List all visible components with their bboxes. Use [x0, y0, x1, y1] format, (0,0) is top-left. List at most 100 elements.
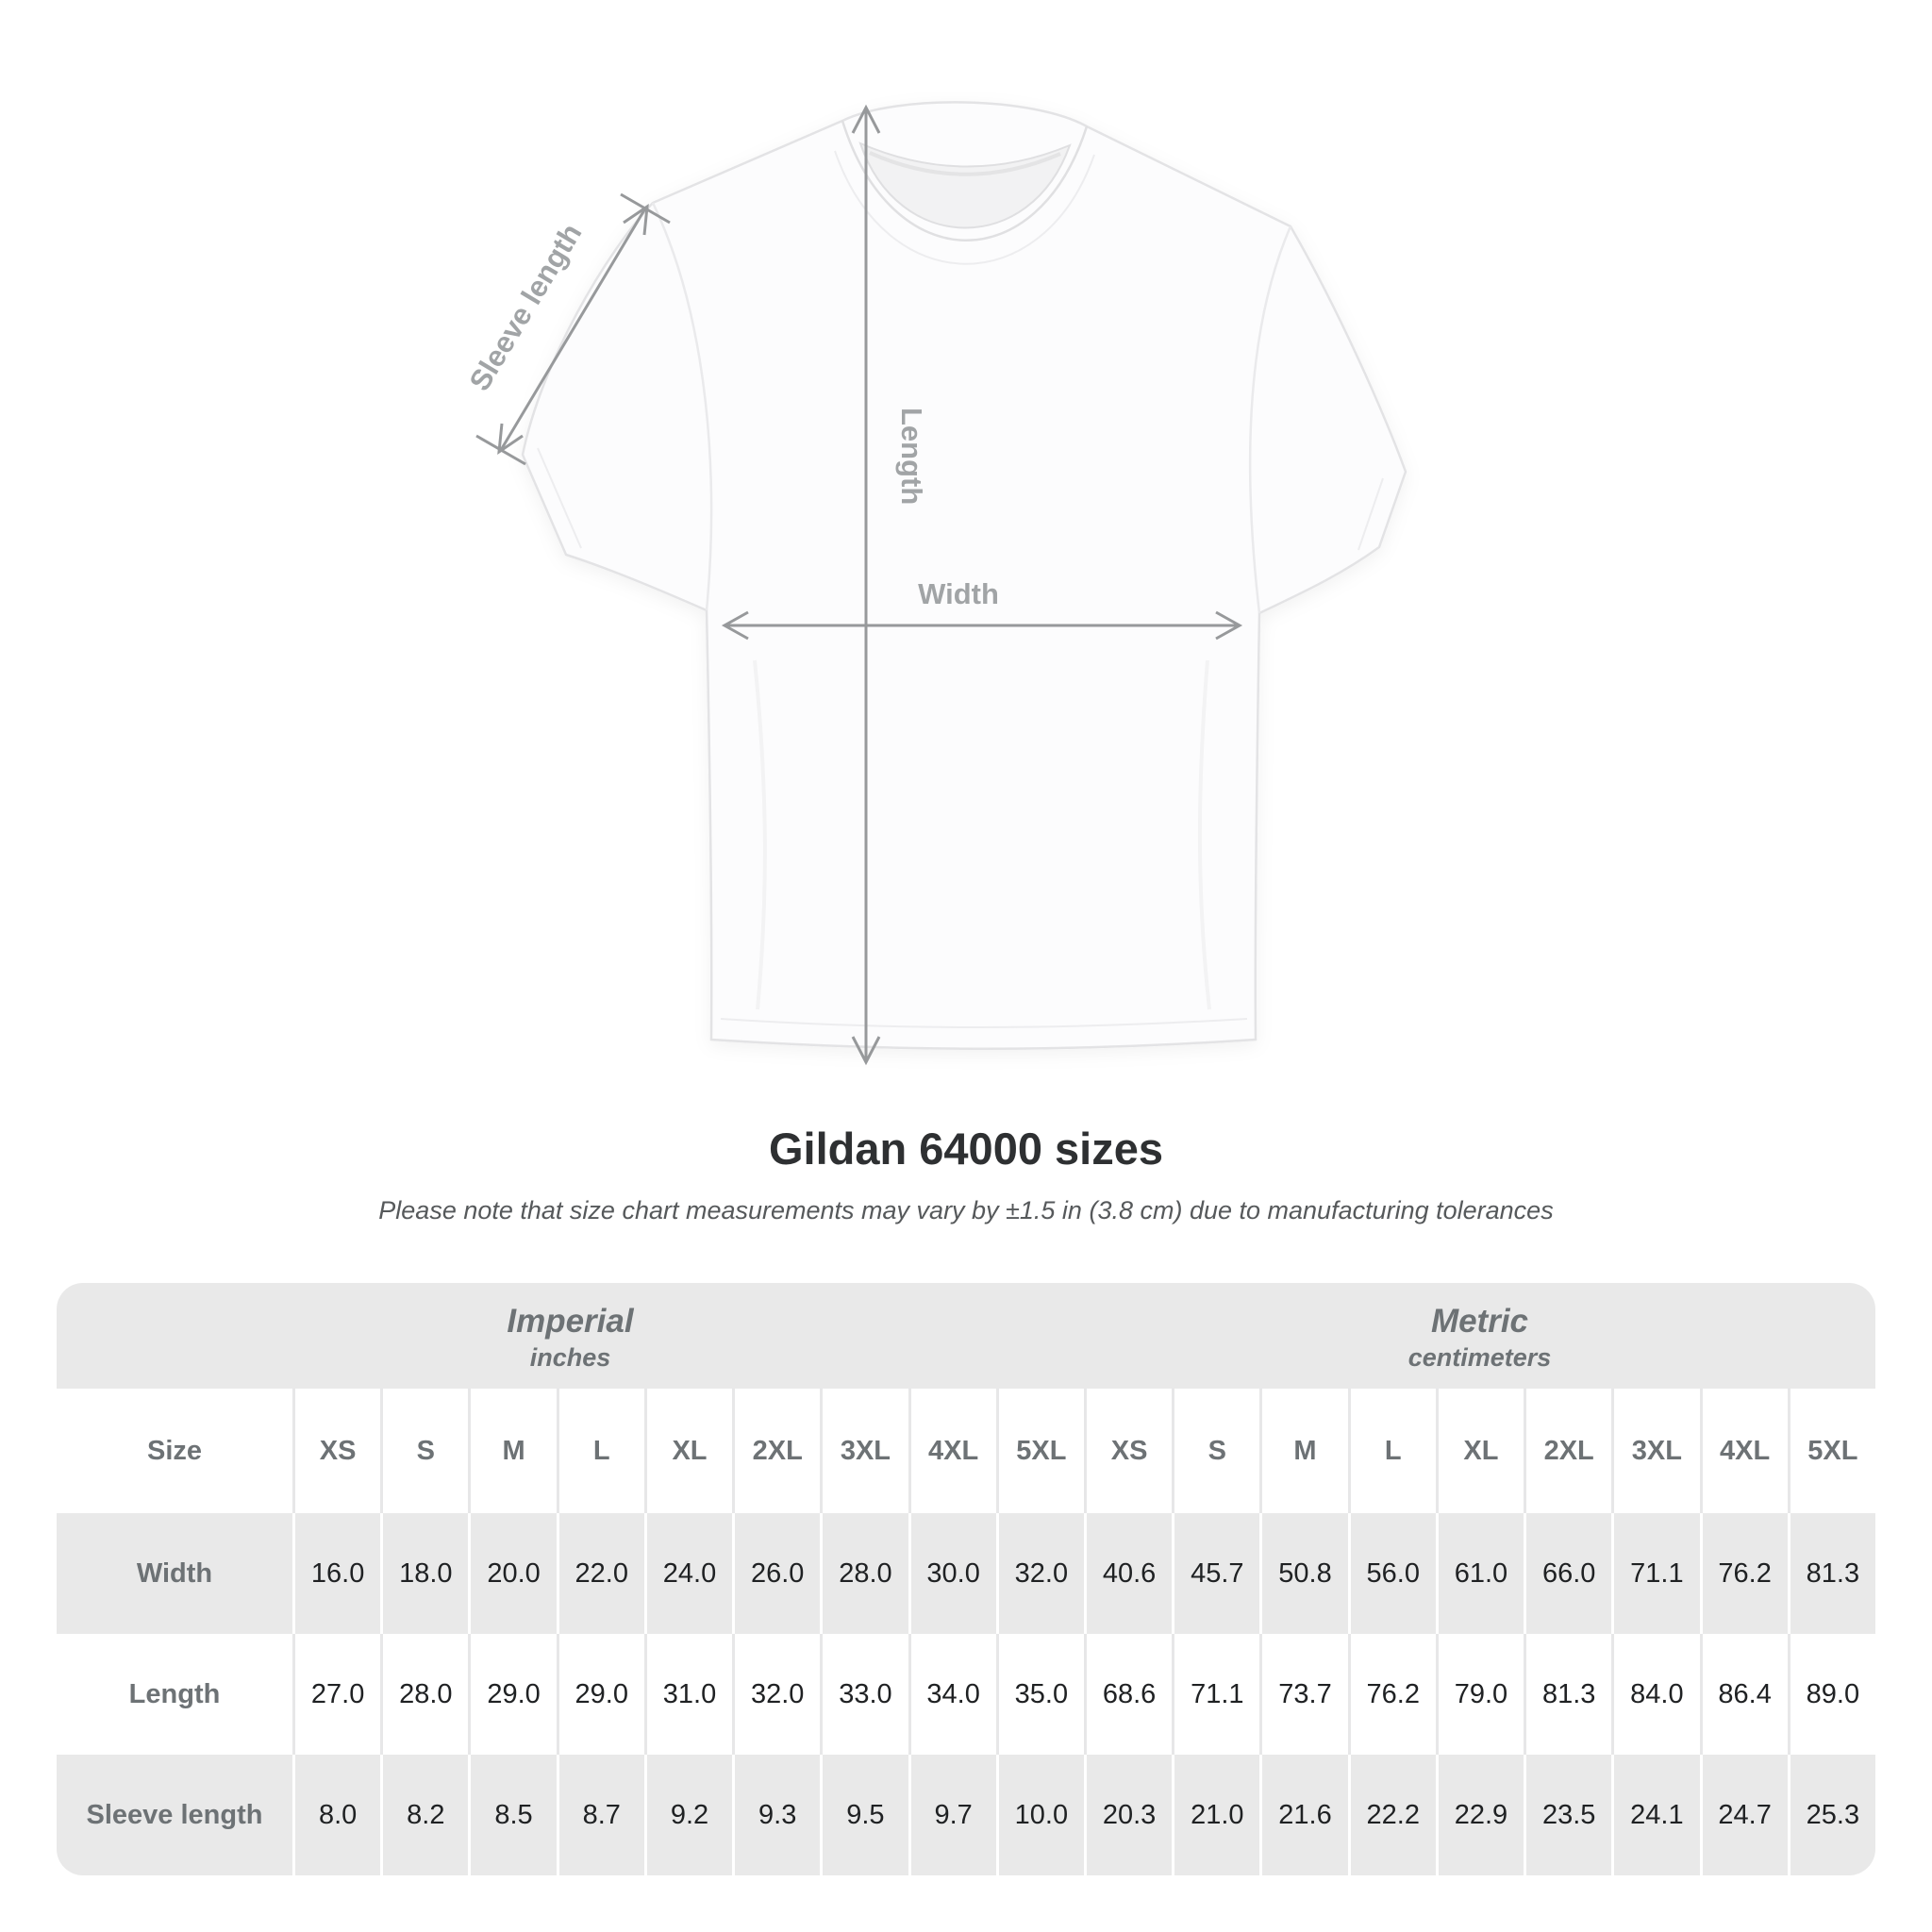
size-corner-label: Size: [57, 1389, 292, 1513]
imperial-unit-label: inches: [529, 1343, 611, 1373]
arrow-up-icon: [851, 104, 881, 134]
measurement-value: 8.5: [468, 1755, 557, 1875]
width-label: Width: [918, 577, 999, 610]
measurement-value: 18.0: [380, 1513, 469, 1634]
right-armhole-seam: [1248, 225, 1292, 614]
sleeve-dimension-line: [475, 192, 671, 466]
measurement-value: 24.0: [643, 1513, 733, 1634]
measurement-value: 68.6: [1083, 1634, 1173, 1755]
measurement-value: 9.3: [732, 1755, 821, 1875]
measurement-value: 34.0: [908, 1634, 996, 1755]
imperial-label: Imperial: [507, 1302, 634, 1340]
tshirt-diagram: Sleeve length Length Width: [463, 101, 1407, 1066]
metric-unit-label: centimeters: [1407, 1343, 1552, 1373]
measurement-row: Width 16.0 18.0 20.0 22.0 24.0 26.0 28.0 30.0 32.…: [57, 1513, 1875, 1634]
measurement-value: 45.7: [1172, 1513, 1260, 1634]
measurement-value: 28.0: [380, 1634, 469, 1755]
measurement-value: 71.1: [1611, 1513, 1700, 1634]
measurement-value: 50.8: [1259, 1513, 1348, 1634]
measurement-value: 79.0: [1435, 1634, 1524, 1755]
measurement-value: 66.0: [1524, 1513, 1612, 1634]
hem-stitch: [720, 1018, 1248, 1028]
measurement-row: Length 27.0 28.0 29.0 29.0 31.0 32.0 33.0 34.0 35…: [57, 1634, 1875, 1755]
measurement-value: 86.4: [1699, 1634, 1788, 1755]
measurement-value: 21.6: [1259, 1755, 1348, 1875]
measurement-value: 24.1: [1611, 1755, 1700, 1875]
left-armhole-seam: [651, 202, 713, 611]
size-col-header: 4XL: [1699, 1389, 1788, 1513]
measurement-value: 30.0: [908, 1513, 996, 1634]
measurement-value: 23.5: [1524, 1755, 1612, 1875]
measurement-value: 22.9: [1435, 1755, 1524, 1875]
arrow-left-icon: [721, 610, 749, 641]
size-col-header: 3XL: [1611, 1389, 1700, 1513]
length-dimension-line: [851, 104, 881, 1066]
size-col-header: 3XL: [820, 1389, 908, 1513]
size-col-header: S: [1172, 1389, 1260, 1513]
width-dimension-line: [721, 610, 1243, 641]
measurement-value: 21.0: [1172, 1755, 1260, 1875]
arrow-right-icon: [1215, 610, 1243, 641]
measurement-value: 22.2: [1347, 1755, 1436, 1875]
measurement-value: 29.0: [556, 1634, 644, 1755]
measurement-row: Sleeve length 8.0 8.2 8.5 8.7 9.2 9.3 9.5 9.7 10.…: [57, 1755, 1875, 1875]
measurement-value: 8.0: [292, 1755, 381, 1875]
row-label: Sleeve length: [57, 1755, 292, 1875]
measurement-value: 9.2: [643, 1755, 733, 1875]
measurement-value: 16.0: [292, 1513, 381, 1634]
tshirt-silhouette: [521, 101, 1407, 1051]
measurement-value: 76.2: [1347, 1634, 1436, 1755]
size-col-header: XS: [292, 1389, 381, 1513]
tolerance-note: Please note that size chart measurements…: [378, 1196, 1554, 1224]
imperial-group-header: Imperial inches: [57, 1283, 1084, 1389]
measurement-value: 8.7: [556, 1755, 644, 1875]
arrow-down-icon: [851, 1036, 881, 1066]
size-col-header: XL: [1435, 1389, 1524, 1513]
measurement-value: 33.0: [820, 1634, 908, 1755]
measurement-value: 89.0: [1787, 1634, 1875, 1755]
measurement-value: 8.2: [380, 1755, 469, 1875]
collar: [834, 120, 1095, 265]
measurement-value: 29.0: [468, 1634, 557, 1755]
measurement-value: 32.0: [995, 1513, 1084, 1634]
row-label: Width: [57, 1513, 292, 1634]
measurement-value: 56.0: [1347, 1513, 1436, 1634]
measurement-value: 81.3: [1787, 1513, 1875, 1634]
size-col-header: 2XL: [1524, 1389, 1612, 1513]
measurement-value: 81.3: [1524, 1634, 1612, 1755]
measurement-value: 32.0: [732, 1634, 821, 1755]
size-col-header: L: [556, 1389, 644, 1513]
size-col-header: 4XL: [908, 1389, 996, 1513]
metric-label: Metric: [1430, 1302, 1529, 1340]
size-header-row: Size XS S M L XL 2XL 3XL 4XL 5XL XS S M L XL 2XL 3XL 4XL…: [57, 1389, 1875, 1513]
size-col-header: 2XL: [732, 1389, 821, 1513]
measurement-value: 20.0: [468, 1513, 557, 1634]
measurement-value: 31.0: [643, 1634, 733, 1755]
size-col-header: 5XL: [995, 1389, 1084, 1513]
size-col-header: L: [1347, 1389, 1436, 1513]
row-label: Length: [57, 1634, 292, 1755]
size-col-header: M: [468, 1389, 557, 1513]
measurement-value: 24.7: [1699, 1755, 1788, 1875]
measurement-value: 9.7: [908, 1755, 996, 1875]
metric-group-header: Metric centimeters: [1083, 1283, 1875, 1389]
measurement-value: 61.0: [1435, 1513, 1524, 1634]
dimension-tick: [475, 434, 526, 466]
measurement-value: 25.3: [1787, 1755, 1875, 1875]
measurement-value: 27.0: [292, 1634, 381, 1755]
measurement-value: 20.3: [1083, 1755, 1173, 1875]
size-col-header: S: [380, 1389, 469, 1513]
page-title: Gildan 64000 sizes: [768, 1124, 1164, 1174]
length-label: Length: [895, 408, 928, 505]
measurement-value: 9.5: [820, 1755, 908, 1875]
size-col-header: XL: [643, 1389, 733, 1513]
size-col-header: 5XL: [1787, 1389, 1875, 1513]
size-col-header: XS: [1083, 1389, 1173, 1513]
measurement-value: 76.2: [1699, 1513, 1788, 1634]
measurement-value: 71.1: [1172, 1634, 1260, 1755]
arrow-up-right-icon: [623, 203, 649, 236]
size-col-header: M: [1259, 1389, 1348, 1513]
measurement-value: 28.0: [820, 1513, 908, 1634]
unit-group-row: Imperial inches Metric centimeters: [57, 1283, 1875, 1389]
